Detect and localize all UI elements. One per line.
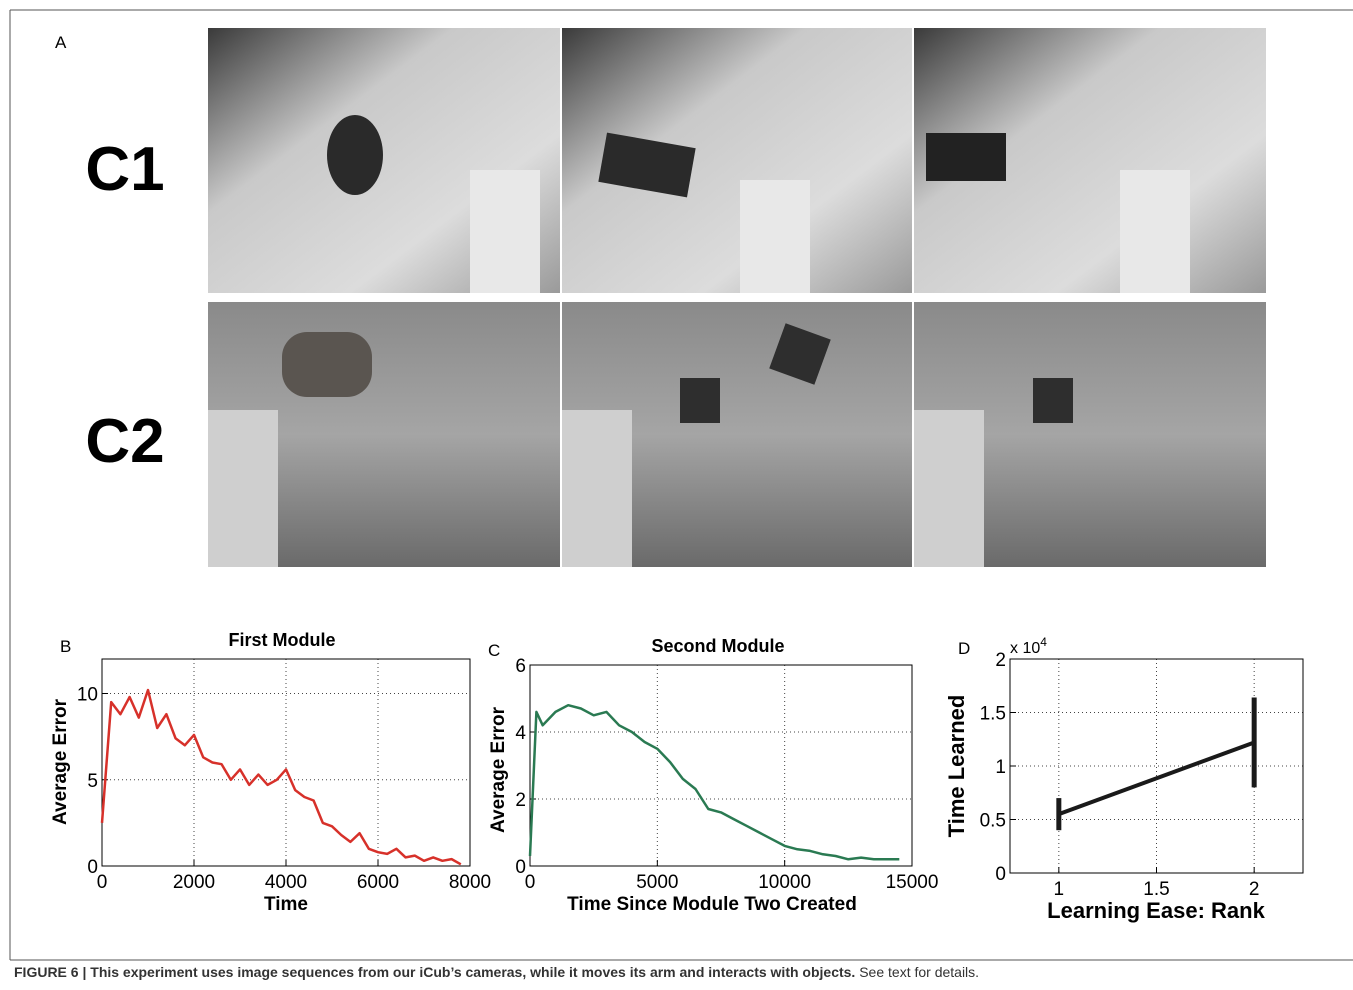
object xyxy=(926,133,1006,181)
object xyxy=(680,378,720,423)
image-row-c1 xyxy=(208,28,1266,293)
robot-arm xyxy=(740,180,810,293)
plot-area xyxy=(102,659,470,866)
panel-label: B xyxy=(60,637,71,656)
y-tick-label: 1.5 xyxy=(980,704,1006,725)
y-tick-label: 10 xyxy=(77,685,98,706)
x-tick-label: 8000 xyxy=(449,872,491,893)
x-tick-label: 15000 xyxy=(886,872,939,893)
robot-arm xyxy=(208,410,278,567)
object xyxy=(282,332,372,397)
chart-title: First Module xyxy=(229,630,336,650)
y-tick-label: 2 xyxy=(995,650,1006,671)
image-row-c2 xyxy=(208,302,1266,567)
x-tick-label: 2 xyxy=(1249,879,1260,900)
caption: FIGURE 6 | This experiment uses image se… xyxy=(14,964,979,980)
caption-bold: FIGURE 6 | This experiment uses image se… xyxy=(14,964,855,980)
panel-label: D xyxy=(958,639,970,658)
y-tick-label: 0 xyxy=(995,864,1006,885)
y-multiplier-exponent: 4 xyxy=(1040,635,1047,649)
plot-area xyxy=(530,665,912,866)
page: A C1 C2 BFirst Module0510020004000600080… xyxy=(0,0,1353,990)
robot-arm xyxy=(914,410,984,567)
x-tick-label: 4000 xyxy=(265,872,307,893)
x-tick-label: 6000 xyxy=(357,872,399,893)
x-axis-label: Time xyxy=(264,894,308,915)
y-tick-label: 1 xyxy=(995,757,1006,778)
x-axis-label: Learning Ease: Rank xyxy=(1047,898,1265,923)
object xyxy=(1033,378,1073,423)
y-tick-label: 6 xyxy=(515,656,526,677)
x-tick-label: 1.5 xyxy=(1143,879,1169,900)
x-tick-label: 5000 xyxy=(636,872,678,893)
y-tick-label: 5 xyxy=(87,771,98,792)
x-tick-label: 10000 xyxy=(758,872,811,893)
panel-label: A xyxy=(55,33,67,52)
x-tick-label: 2000 xyxy=(173,872,215,893)
robot-arm xyxy=(1120,170,1190,293)
figure: A C1 C2 BFirst Module0510020004000600080… xyxy=(0,0,1353,990)
y-axis-label: Average Error xyxy=(488,706,509,833)
x-tick-label: 1 xyxy=(1054,879,1065,900)
y-multiplier: x 104 xyxy=(1010,635,1047,657)
y-tick-label: 4 xyxy=(515,723,526,744)
panel-label: C xyxy=(488,641,500,660)
y-axis-label: Average Error xyxy=(50,698,71,825)
object xyxy=(327,115,383,195)
robot-arm xyxy=(562,410,632,567)
y-tick-label: 2 xyxy=(515,790,526,811)
x-axis-label: Time Since Module Two Created xyxy=(567,894,857,915)
y-multiplier-base: x 10 xyxy=(1010,640,1040,657)
caption-text: See text for details. xyxy=(859,964,979,980)
y-axis-label: Time Learned xyxy=(944,695,969,838)
row-label: C2 xyxy=(85,407,164,476)
x-tick-label: 0 xyxy=(525,872,536,893)
chart-title: Second Module xyxy=(651,636,784,656)
x-tick-label: 0 xyxy=(97,872,108,893)
y-tick-label: 0.5 xyxy=(980,811,1006,832)
robot-arm xyxy=(470,170,540,293)
row-label: C1 xyxy=(85,135,164,204)
